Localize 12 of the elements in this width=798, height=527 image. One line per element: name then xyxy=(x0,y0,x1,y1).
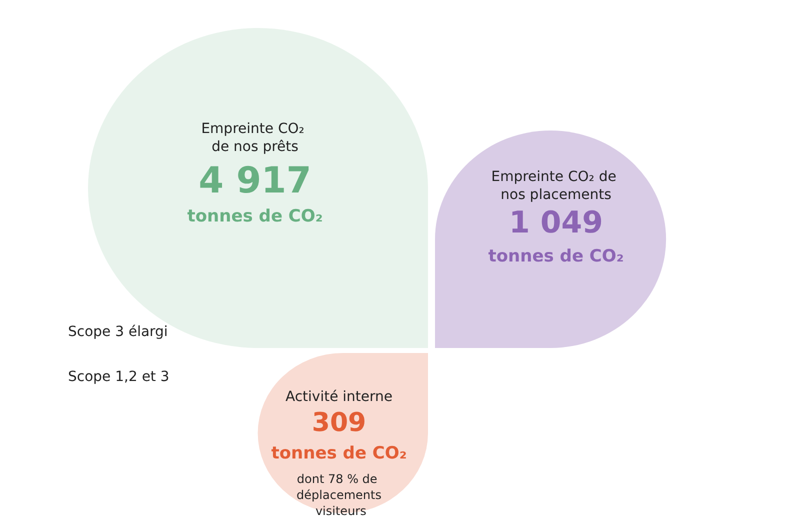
text: tonnes de CO₂ xyxy=(488,246,624,266)
category-label: Empreinte CO₂ de nos placements xyxy=(491,169,621,203)
text: Scope 1,2 et 3 xyxy=(68,369,170,385)
category-label: Empreinte CO₂ de nos prêts xyxy=(201,121,309,155)
data-label: 1 049 xyxy=(509,206,603,240)
text: Scope 3 élargi xyxy=(68,324,168,340)
text: tonnes de CO₂ xyxy=(187,206,323,226)
data-label: 309 xyxy=(312,408,366,438)
text: dont 78 % de déplacements visiteurs xyxy=(296,472,382,518)
data-label: 4 917 xyxy=(198,160,312,202)
text: tonnes de CO₂ xyxy=(271,444,407,464)
category-label: Activité interne xyxy=(286,389,392,405)
